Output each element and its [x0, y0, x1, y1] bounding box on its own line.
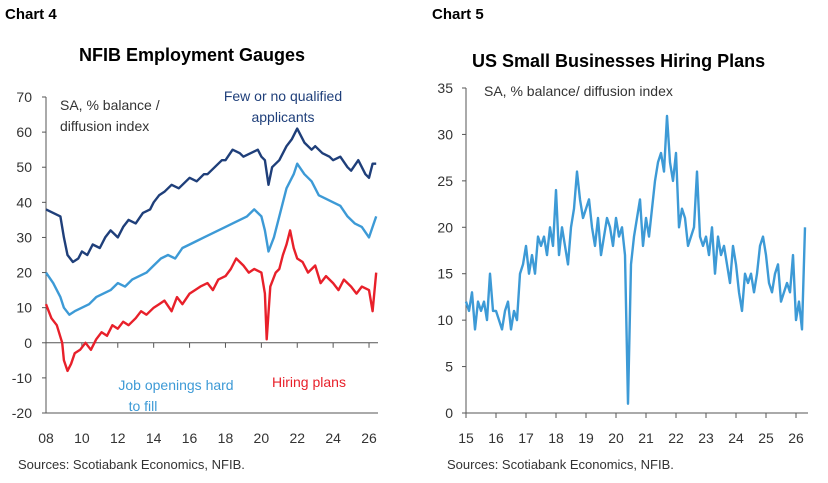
chart4-title: NFIB Employment Gauges: [79, 45, 306, 65]
unit-note-line: SA, % balance /: [60, 97, 160, 113]
series-line-few-or-no-qualified-applicants: [45, 127, 377, 264]
series-label-hiring-plans: Hiring plans: [272, 374, 346, 390]
y-tick-label: 30: [437, 126, 453, 142]
x-tick-label: 10: [74, 430, 90, 446]
x-tick-label: 26: [788, 430, 804, 446]
x-tick-label: 25: [758, 430, 774, 446]
y-tick-label: 20: [16, 265, 32, 281]
x-tick-label: 12: [110, 430, 126, 446]
y-tick-label: 5: [445, 359, 453, 375]
y-tick-label: 0: [445, 405, 453, 421]
x-tick-label: 19: [578, 430, 594, 446]
unit-note-line: diffusion index: [60, 118, 149, 134]
x-tick-label: 16: [488, 430, 504, 446]
x-tick-label: 14: [146, 430, 162, 446]
y-tick-label: 50: [16, 159, 32, 175]
x-tick-label: 20: [254, 430, 270, 446]
series-label-few-qualified: Few or no qualified: [224, 88, 342, 104]
y-tick-label: 10: [437, 312, 453, 328]
x-tick-label: 23: [698, 430, 714, 446]
chart5-source: Sources: Scotiabank Economics, NFIB.: [447, 457, 674, 472]
y-tick-label: 40: [16, 194, 32, 210]
x-tick-label: 21: [638, 430, 654, 446]
y-tick-label: 70: [16, 89, 32, 105]
y-tick-label: 15: [437, 266, 453, 282]
series-label-job-openings: Job openings hard: [118, 377, 233, 393]
y-tick-label: 25: [437, 173, 453, 189]
chart5-panel-label: Chart 5: [432, 6, 484, 23]
y-tick-label: 35: [437, 80, 453, 96]
x-tick-label: 17: [518, 430, 534, 446]
x-tick-label: 08: [38, 430, 54, 446]
chart4-source: Sources: Scotiabank Economics, NFIB.: [18, 457, 245, 472]
x-tick-label: 24: [325, 430, 341, 446]
series-line-job-openings-hard-to-fill: [45, 162, 378, 316]
y-tick-label: -10: [12, 370, 32, 386]
x-tick-label: 22: [289, 430, 305, 446]
y-tick-label: -20: [12, 405, 32, 421]
series-line-hiring-plans: [44, 229, 378, 373]
series-label-few-qualified: applicants: [251, 109, 314, 125]
y-tick-label: 10: [16, 300, 32, 316]
x-tick-label: 15: [458, 430, 474, 446]
x-tick-label: 22: [668, 430, 684, 446]
y-tick-label: 0: [24, 335, 32, 351]
x-tick-label: 20: [608, 430, 624, 446]
y-tick-label: 60: [16, 124, 32, 140]
y-tick-label: 20: [437, 219, 453, 235]
series-label-job-openings: to fill: [129, 398, 158, 414]
series-line-0: [464, 114, 807, 405]
x-tick-label: 18: [548, 430, 564, 446]
chart4-panel-label: Chart 4: [5, 6, 57, 23]
x-tick-label: 18: [218, 430, 234, 446]
x-tick-label: 24: [728, 430, 744, 446]
unit-note-line: SA, % balance/ diffusion index: [484, 83, 673, 99]
x-tick-label: 16: [182, 430, 198, 446]
x-tick-label: 26: [361, 430, 377, 446]
y-tick-label: 30: [16, 229, 32, 245]
chart5-title: US Small Businesses Hiring Plans: [472, 51, 766, 71]
